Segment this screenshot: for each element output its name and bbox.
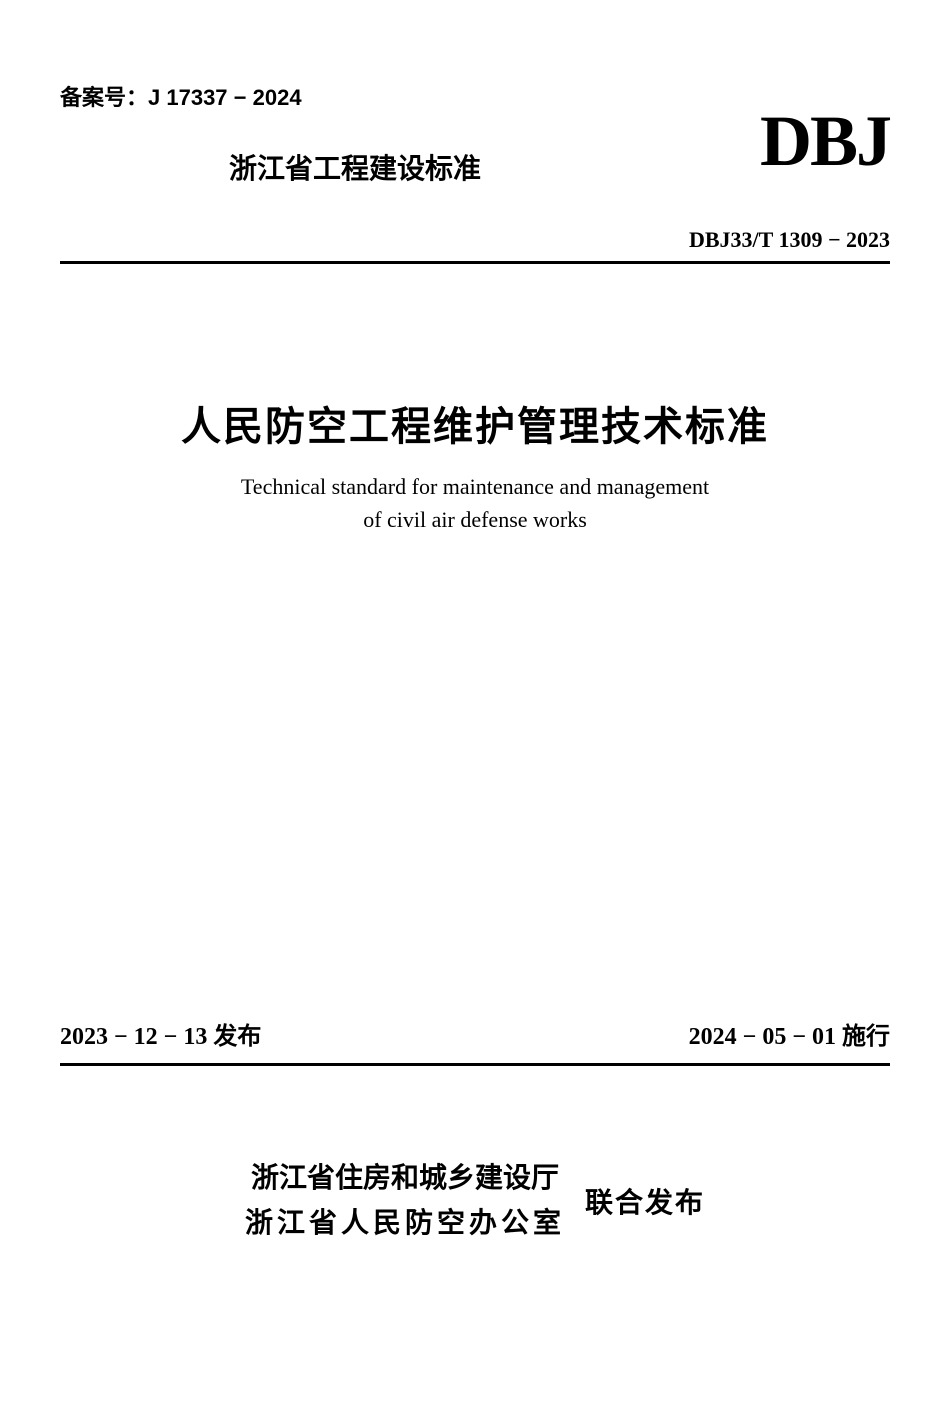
dbj-logo: DBJ — [760, 100, 890, 183]
standard-code: DBJ33/T 1309 − 2023 — [60, 227, 890, 253]
publisher-section: 浙江省住房和城乡建设厅 浙江省人民防空办公室 联合发布 — [60, 1156, 890, 1246]
publisher-org2: 浙江省人民防空办公室 — [245, 1201, 565, 1246]
dates-section: 2023 − 12 − 13 发布 2024 − 05 − 01 施行 — [60, 1016, 890, 1051]
main-title-english: Technical standard for maintenance and m… — [60, 470, 890, 536]
province-standard: 浙江省工程建设标准 — [60, 147, 650, 187]
publisher-joint-label: 联合发布 — [585, 1181, 705, 1221]
main-title-section: 人民防空工程维护管理技术标准 Technical standard for ma… — [60, 394, 890, 536]
english-line2: of civil air defense works — [60, 503, 890, 536]
record-number-value: J 17337 − 2024 — [148, 85, 302, 110]
publish-label: 发布 — [213, 1024, 261, 1050]
implement-label: 施行 — [842, 1024, 890, 1050]
publisher-orgs: 浙江省住房和城乡建设厅 浙江省人民防空办公室 — [245, 1156, 565, 1246]
publish-date: 2023 − 12 − 13 — [60, 1024, 207, 1050]
publisher-org1: 浙江省住房和城乡建设厅 — [245, 1156, 565, 1201]
record-number-label: 备案号： — [60, 85, 148, 110]
implement-date-block: 2024 − 05 − 01 施行 — [689, 1016, 890, 1051]
bottom-divider — [60, 1063, 890, 1066]
header-section: 备案号：J 17337 − 2024 浙江省工程建设标准 DBJ — [60, 80, 890, 187]
implement-date: 2024 − 05 − 01 — [689, 1024, 836, 1050]
publish-date-block: 2023 − 12 − 13 发布 — [60, 1016, 261, 1051]
english-line1: Technical standard for maintenance and m… — [60, 470, 890, 503]
top-divider — [60, 261, 890, 264]
main-title-chinese: 人民防空工程维护管理技术标准 — [60, 394, 890, 452]
